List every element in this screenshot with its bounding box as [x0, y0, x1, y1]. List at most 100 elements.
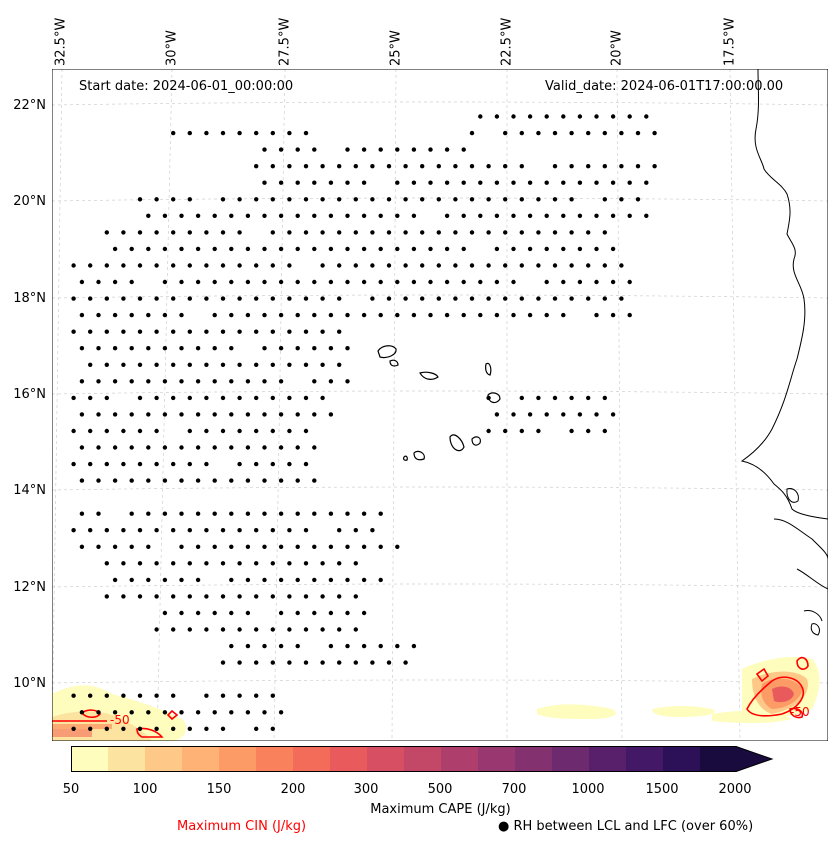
rh-dot — [353, 263, 358, 268]
rh-dot — [586, 263, 591, 268]
rh-dot — [287, 461, 292, 467]
rh-dot — [461, 279, 466, 285]
rh-dot — [444, 312, 450, 318]
rh-dot — [278, 412, 284, 417]
rh-dot — [179, 710, 184, 715]
rh-dot — [79, 445, 85, 450]
rh-dot — [287, 164, 292, 169]
lon-label: 30°W — [164, 30, 180, 66]
rh-dot — [187, 197, 192, 202]
rh-dot — [320, 561, 325, 566]
rh-dot — [237, 461, 242, 467]
rh-dot — [237, 660, 242, 665]
rh-dot — [486, 197, 491, 202]
rh-dot — [552, 197, 558, 202]
rh-dot — [245, 213, 251, 218]
rh-dot — [312, 511, 317, 516]
rh-dot — [287, 230, 292, 235]
rh-dot — [320, 263, 325, 268]
rh-dot — [320, 660, 325, 665]
rh-dot — [552, 296, 558, 301]
colorbar-tick: 300 — [353, 782, 379, 797]
rh-dot — [88, 693, 93, 698]
rh-dot — [395, 147, 400, 152]
rh-dot — [212, 346, 217, 351]
rh-dot — [602, 230, 607, 235]
rh-dot — [229, 246, 234, 252]
rh-dot — [254, 164, 259, 169]
rh-dot — [536, 130, 541, 136]
rh-dot — [195, 246, 201, 252]
rh-dot — [345, 379, 350, 384]
cape-shading — [52, 657, 820, 741]
rh-dot — [610, 180, 616, 185]
rh-dot — [652, 130, 657, 136]
rh-dot — [627, 180, 632, 185]
rh-dot — [278, 379, 284, 384]
colorbar-tick: 700 — [501, 782, 527, 797]
rh-dot — [386, 230, 392, 235]
rh-dot — [544, 213, 549, 218]
rh-dot — [303, 395, 309, 401]
rh-dot — [320, 164, 325, 169]
rh-dot — [254, 660, 259, 665]
rh-dot — [494, 412, 500, 417]
rh-dot — [303, 230, 309, 235]
rh-dot — [212, 544, 217, 549]
rh-dot — [254, 329, 259, 334]
rh-dot — [411, 643, 417, 649]
rh-dot — [519, 263, 524, 268]
rh-dot — [212, 312, 217, 318]
lon-label: 25°W — [388, 30, 404, 66]
rh-dot — [287, 594, 292, 599]
rh-dot — [104, 528, 109, 533]
rh-dot — [137, 594, 143, 599]
rh-dot — [287, 428, 292, 434]
rh-dot — [71, 693, 76, 698]
rh-dot — [312, 478, 317, 483]
rh-dot — [187, 561, 192, 566]
gridlines — [52, 69, 828, 741]
rh-dot — [88, 362, 93, 367]
rh-dot — [171, 528, 176, 533]
rh-dot — [121, 461, 126, 467]
rh-dot — [137, 230, 143, 235]
rh-dot — [179, 544, 184, 549]
rh-dot — [104, 395, 109, 401]
rh-dot — [519, 395, 524, 401]
rh-dot — [469, 296, 475, 301]
rh-dot — [220, 197, 226, 202]
rh-dot — [320, 230, 325, 235]
rh-dot — [146, 379, 151, 384]
rh-dot — [278, 213, 284, 218]
rh-dot — [378, 312, 383, 318]
map-panel: -50 -50 — [52, 69, 828, 741]
rh-dot — [403, 660, 408, 665]
rh-dot — [503, 263, 508, 268]
rh-dot — [386, 164, 392, 169]
rh-dot — [478, 312, 483, 318]
rh-marker-icon: ● — [498, 819, 510, 834]
rh-dot — [303, 594, 309, 599]
rh-dot — [577, 412, 583, 417]
rh-dot — [195, 478, 201, 483]
colorbar-segment — [293, 746, 331, 772]
rh-dot — [195, 346, 201, 351]
rh-dot — [361, 147, 367, 152]
colorbar-tick: 500 — [427, 782, 453, 797]
rh-dot — [88, 726, 93, 731]
rh-dot — [395, 279, 400, 285]
rh-dot — [395, 246, 400, 252]
rh-dot — [345, 213, 350, 218]
rh-dot — [519, 164, 524, 169]
rh-dot — [270, 329, 275, 334]
rh-dot — [519, 197, 524, 202]
rh-dot — [519, 130, 524, 136]
rh-dot — [287, 296, 292, 301]
rh-dot — [229, 511, 234, 516]
rh-dot — [635, 197, 641, 202]
rh-dot — [536, 230, 541, 235]
rh-dot — [254, 528, 259, 533]
rh-dot — [527, 213, 533, 218]
rh-dot — [511, 412, 516, 417]
